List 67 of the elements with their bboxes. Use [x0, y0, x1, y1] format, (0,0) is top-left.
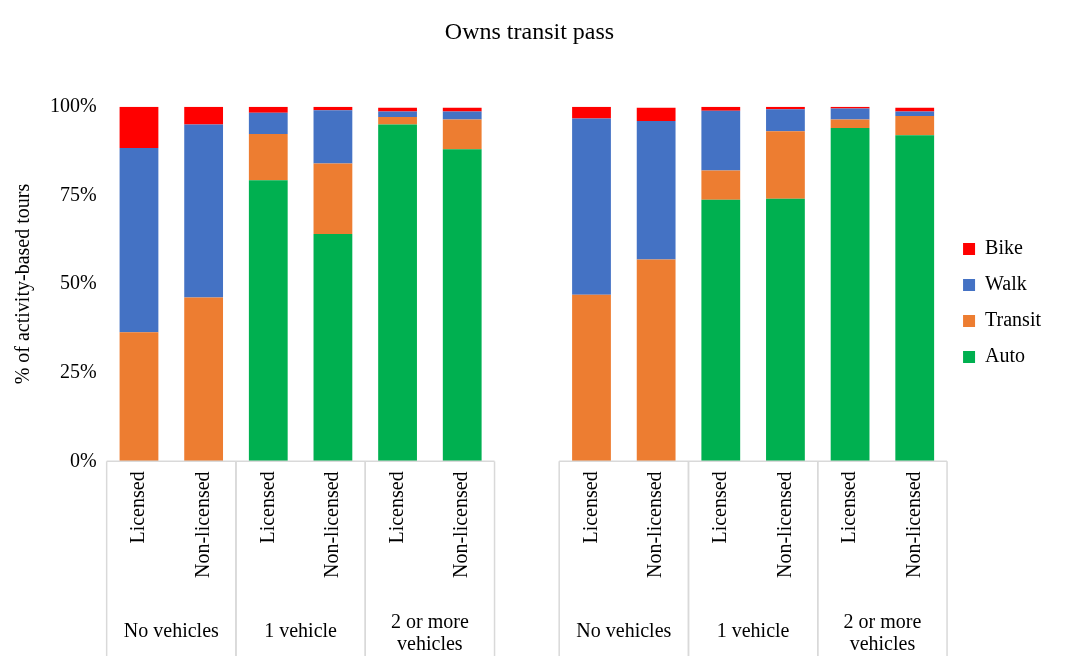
- legend-label: Bike: [985, 236, 1023, 259]
- bar: [766, 109, 805, 132]
- y-tick-label: 100%: [49, 94, 97, 117]
- bar: [701, 170, 741, 200]
- text: No vehicles: [123, 619, 219, 642]
- bar: [442, 119, 482, 150]
- bar: [313, 110, 353, 164]
- bar: [895, 135, 935, 462]
- bar: [636, 107, 676, 121]
- bar: [572, 106, 611, 119]
- x-tick-label: Non-licensed: [901, 471, 924, 579]
- x-tick-label: Licensed: [578, 471, 601, 544]
- bar: [378, 117, 417, 125]
- bar: [766, 198, 805, 462]
- bar: [895, 111, 935, 117]
- x-tick-label: Licensed: [837, 471, 860, 544]
- y-tick-label: 0%: [69, 448, 97, 471]
- bar: [248, 112, 288, 135]
- x-tick-label: Non-licensed: [772, 471, 795, 579]
- bar: [895, 116, 935, 136]
- bar: [701, 199, 741, 462]
- bar: [636, 259, 676, 462]
- x-tick-label: Non-licensed: [320, 471, 343, 579]
- bar: [184, 106, 224, 125]
- y-axis-title: % of activity-based tours: [11, 183, 35, 385]
- legend-label: Walk: [985, 272, 1027, 295]
- bar: [184, 124, 224, 298]
- bar: [313, 234, 353, 462]
- y-tick-label: 25%: [59, 359, 97, 382]
- x-tick-label: Non-licensed: [449, 471, 472, 579]
- bar: [248, 106, 288, 113]
- x-tick-label: Non-licensed: [190, 471, 213, 579]
- bar: [830, 119, 870, 129]
- x-tick-label: Licensed: [384, 471, 407, 544]
- x-tick-label: Licensed: [255, 471, 278, 544]
- bar: [701, 110, 741, 171]
- bar: [248, 134, 288, 181]
- x-tick-label: Licensed: [126, 471, 149, 544]
- text: 1 vehicle: [716, 619, 790, 642]
- bar: [830, 128, 870, 462]
- bar: [442, 149, 482, 462]
- text: 2 or more vehicles: [391, 610, 469, 654]
- bar: [572, 118, 611, 295]
- text: 2 or more vehicles: [843, 610, 922, 654]
- x-tick-label: Licensed: [708, 471, 731, 544]
- bar: [378, 124, 417, 462]
- bar: [184, 297, 224, 462]
- legend-label: Auto: [985, 344, 1026, 367]
- chart-title: Owns transit pass: [444, 17, 615, 44]
- bar: [766, 131, 805, 199]
- bar: [636, 120, 676, 260]
- y-tick-label: 75%: [59, 182, 97, 205]
- bar: [572, 294, 611, 462]
- x-tick-label: Non-licensed: [643, 471, 666, 579]
- bar: [119, 106, 159, 148]
- bar: [701, 106, 741, 111]
- bar: [442, 111, 482, 120]
- text: 1 vehicle: [264, 619, 338, 642]
- text: No vehicles: [576, 619, 672, 642]
- bar: [313, 163, 353, 235]
- bar: [830, 108, 870, 120]
- bar: [378, 111, 417, 118]
- legend-label: Transit: [985, 308, 1042, 331]
- bar: [119, 147, 159, 333]
- y-tick-label: 50%: [59, 271, 97, 294]
- bar: [248, 180, 288, 462]
- bar: [119, 332, 159, 462]
